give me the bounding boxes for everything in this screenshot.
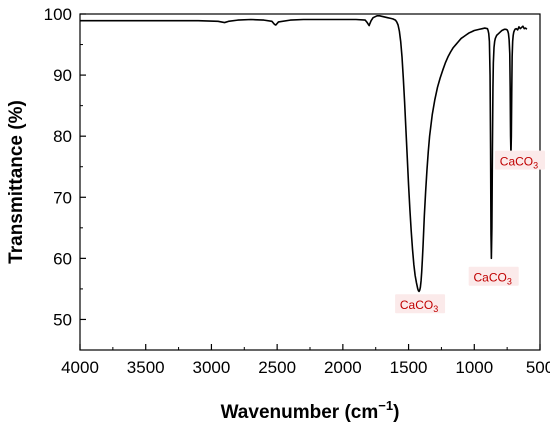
annotation-subscript: 3 <box>507 277 512 287</box>
y-axis-title: Transmittance (%) <box>6 100 27 264</box>
annotation-label: CaCO3 <box>400 298 438 314</box>
y-tick-label: 70 <box>53 188 72 207</box>
y-tick-label: 60 <box>53 249 72 268</box>
y-tick-label: 80 <box>53 127 72 146</box>
y-tick-label: 50 <box>53 310 72 329</box>
annotation-subscript: 3 <box>533 161 538 171</box>
series-line-0 <box>80 15 528 293</box>
annotation-bg <box>494 150 545 170</box>
x-tick-label: 2500 <box>258 358 296 377</box>
x-tick-label: 1500 <box>390 358 428 377</box>
annotation-main: CaCO <box>500 155 533 169</box>
x-tick-label: 3500 <box>127 358 165 377</box>
annotation-subscript: 3 <box>433 304 438 314</box>
annotation-bg <box>395 294 446 314</box>
annotation-bg <box>468 266 519 286</box>
plot-frame <box>79 13 541 351</box>
x-axis-title-superscript: −1 <box>378 398 393 413</box>
series-layer <box>80 15 528 293</box>
x-tick-label: 3000 <box>193 358 231 377</box>
annotation-label: CaCO3 <box>500 155 538 171</box>
x-axis-title-close: ) <box>393 402 399 423</box>
x-tick-label: 4000 <box>61 358 99 377</box>
annotation-main: CaCO <box>400 298 433 312</box>
y-axis-ticks: 50 60 70 80 90 100 <box>44 5 86 329</box>
x-tick-label: 500 <box>526 358 550 377</box>
x-tick-label: 1000 <box>455 358 493 377</box>
x-axis-title-main: Wavenumber (cm <box>221 402 379 423</box>
y-tick-label: 100 <box>44 5 72 24</box>
y-tick-label: 90 <box>53 66 72 85</box>
x-tick-label: 2000 <box>324 358 362 377</box>
annotation-main: CaCO <box>474 271 507 285</box>
x-axis-ticks: 4000 3500 3000 2500 2000 1500 1000 500 <box>61 344 550 377</box>
x-axis-title: Wavenumber (cm−1) <box>221 398 400 423</box>
annotation-label: CaCO3 <box>474 271 512 287</box>
